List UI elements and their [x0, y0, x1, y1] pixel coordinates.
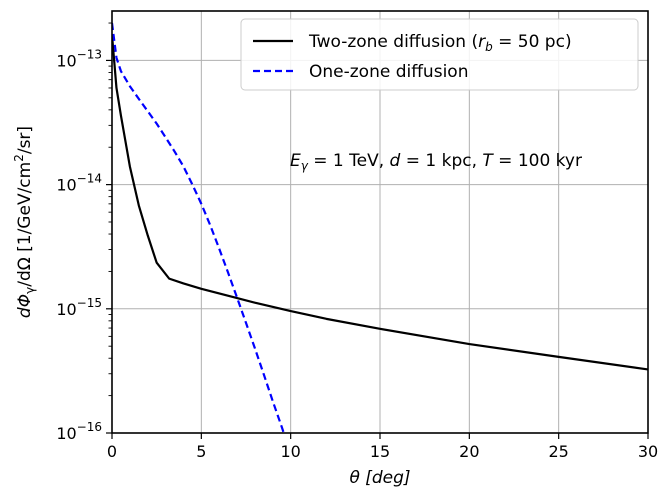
series-group	[112, 22, 648, 433]
y-tick-label: 10−14	[56, 172, 102, 195]
y-axis-label: dΦγ/dΩ [1/GeV/cm2/sr]	[12, 126, 37, 318]
x-tick-label: 15	[370, 442, 390, 461]
ticks-group: 0 5 10 15 20 25 30 10−16 10−15 10−14 10−13	[56, 22, 658, 461]
y-tick-label: 10−16	[56, 420, 102, 443]
legend-box	[240, 18, 639, 91]
x-tick-label: 20	[459, 442, 479, 461]
chart-annotation: Eγ = 1 TeV, d = 1 kpc, T = 100 kyr	[290, 151, 582, 173]
legend-label-one-zone: One-zone diffusion	[309, 62, 468, 82]
x-tick-label: 5	[196, 442, 206, 461]
y-tick-label: 10−13	[56, 47, 102, 70]
y-tick-label: 10−15	[56, 296, 102, 319]
x-tick-label: 30	[638, 442, 658, 461]
x-axis-label: θ [deg]	[349, 468, 410, 488]
series-line-two-zone	[112, 34, 648, 371]
legend: Two-zone diffusion (rb = 50 pc) One-zone…	[240, 18, 639, 91]
legend-label-two-zone: Two-zone diffusion (rb = 50 pc)	[308, 32, 572, 54]
x-tick-label: 0	[107, 442, 117, 461]
x-tick-label: 10	[280, 442, 300, 461]
x-tick-label: 25	[548, 442, 568, 461]
